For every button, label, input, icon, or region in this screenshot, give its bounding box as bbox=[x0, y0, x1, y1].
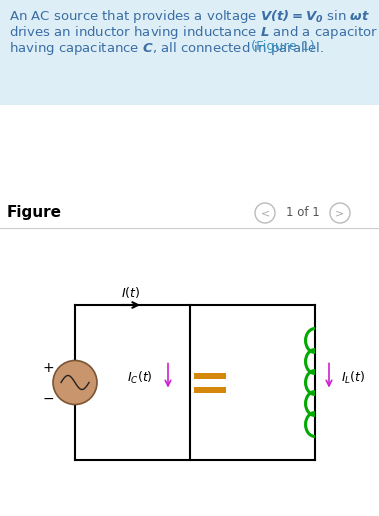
Text: (Figure 1): (Figure 1) bbox=[251, 40, 315, 53]
Text: An AC source that provides a voltage $\bfit{V}(t) = V_0\ \mathrm{sin}\ \omega t$: An AC source that provides a voltage $\b… bbox=[9, 8, 370, 25]
Bar bbox=[0, 0, 379, 105]
Text: drives an inductor having inductance $\bfit{L}$ and a capacitor: drives an inductor having inductance $\b… bbox=[9, 24, 378, 41]
Text: 1 of 1: 1 of 1 bbox=[286, 206, 320, 219]
Text: $I(t)$: $I(t)$ bbox=[121, 284, 140, 299]
Bar bbox=[194, 386, 226, 393]
Text: <: < bbox=[260, 208, 269, 218]
Text: Figure: Figure bbox=[7, 205, 62, 220]
Text: having capacitance $\bfit{C}$, all connected in parallel.: having capacitance $\bfit{C}$, all conne… bbox=[9, 40, 326, 57]
Circle shape bbox=[53, 361, 97, 405]
Text: $I_L(t)$: $I_L(t)$ bbox=[341, 369, 365, 385]
Text: $I_C(t)$: $I_C(t)$ bbox=[127, 369, 153, 385]
Text: >: > bbox=[335, 208, 345, 218]
Bar bbox=[194, 373, 226, 379]
Text: +: + bbox=[42, 362, 54, 376]
Text: −: − bbox=[42, 392, 54, 406]
